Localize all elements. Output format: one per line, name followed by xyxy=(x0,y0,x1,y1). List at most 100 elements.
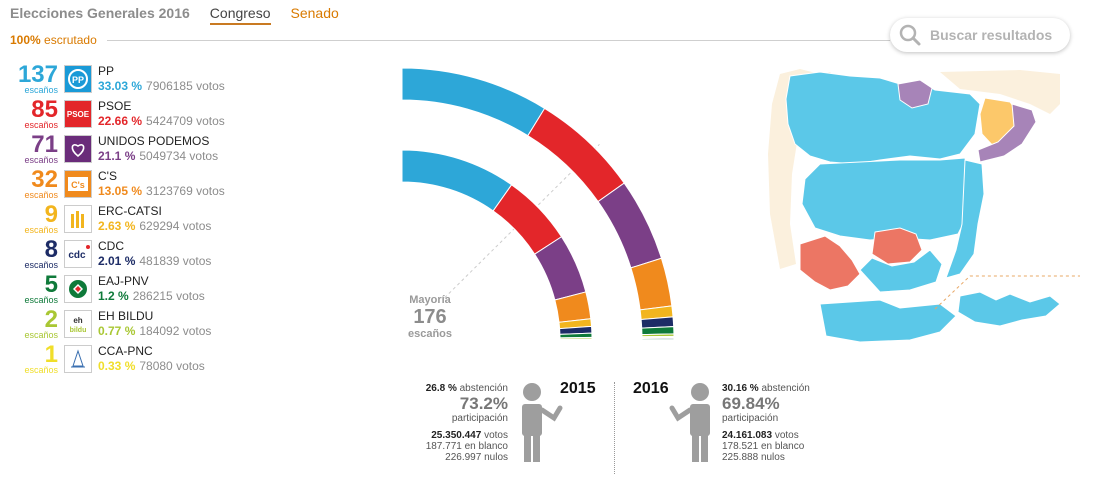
party-seats-count: 1 xyxy=(44,341,58,368)
party-row[interactable]: 5 escaños EAJ-PNV 1.2 % 286215 votos xyxy=(20,271,320,309)
svg-text:C's: C's xyxy=(71,180,85,190)
party-percentage: 2.63 % xyxy=(98,219,136,233)
party-percentage: 1.2 % xyxy=(98,289,129,303)
party-votes-label: votos xyxy=(176,359,205,373)
party-seats-count: 137 xyxy=(17,61,58,88)
participation-2015-label: participación xyxy=(451,413,508,424)
seat-arc-2015-3[interactable] xyxy=(630,257,673,311)
party-stats: 22.66 % 5424709 votos xyxy=(98,114,225,129)
seat-arc-2015-10[interactable] xyxy=(641,338,675,341)
blank-2016-label: en blanco xyxy=(760,441,805,452)
party-name: C'S xyxy=(98,169,117,183)
party-votes: 184092 xyxy=(139,324,180,338)
party-stats: 13.05 % 3123769 votos xyxy=(98,184,225,199)
party-row[interactable]: 137 escaños PP PP 33.03 % 7906185 votos xyxy=(17,61,320,99)
party-votes: 3123769 xyxy=(146,184,193,198)
tab-congreso[interactable]: Congreso xyxy=(209,5,271,25)
party-percentage: 22.66 % xyxy=(98,114,143,128)
party-seats: 85 escaños xyxy=(20,98,62,130)
svg-text:PP: PP xyxy=(72,75,84,85)
blank-2015-value: 187.771 xyxy=(425,441,462,452)
party-logo-icon: cdc xyxy=(64,240,92,268)
party-row[interactable]: 8 escaños cdc CDC 2.01 % 481839 votos xyxy=(20,236,320,274)
seat-arc-2015-0[interactable] xyxy=(401,67,546,137)
party-votes-label: votos xyxy=(196,184,225,198)
party-list: 137 escaños PP PP 33.03 % 7906185 votos 85 esca… xyxy=(17,61,320,379)
party-info: PSOE 22.66 % 5424709 votos xyxy=(98,99,225,129)
party-info: UNIDOS PODEMOS 21.1 % 5049734 votos xyxy=(98,134,218,164)
party-logo-icon: C's xyxy=(64,170,92,198)
party-logo-icon: eh bildu xyxy=(64,310,92,338)
party-seats-count: 2 xyxy=(44,306,58,333)
votes-2016-label: votos xyxy=(774,430,799,441)
party-row[interactable]: 71 escaños UNIDOS PODEMOS 21.1 % 5049734 vot… xyxy=(20,131,320,169)
participation-2016: 30.16 % abstención 69.84% participación … xyxy=(722,383,832,463)
seat-arc-2015-2[interactable] xyxy=(597,182,663,269)
null-2015-label: nulos xyxy=(484,452,508,463)
party-stats: 0.33 % 78080 votos xyxy=(98,359,205,374)
party-seats-count: 5 xyxy=(44,271,58,298)
svg-text:eh: eh xyxy=(73,316,82,325)
party-name: CDC xyxy=(98,239,124,253)
party-stats: 2.63 % 629294 votos xyxy=(98,219,211,234)
party-row[interactable]: 85 escaños PSOE PSOE 22.66 % 5424709 votos xyxy=(20,98,320,134)
region-north xyxy=(785,71,981,165)
party-votes: 78080 xyxy=(139,359,173,373)
person-2015-icon xyxy=(522,383,563,462)
party-votes: 286215 xyxy=(132,289,173,303)
party-seats-count: 32 xyxy=(31,166,58,193)
party-row[interactable]: 9 escaños ERC-CATSI 2.63 % 629294 votos xyxy=(20,203,320,239)
party-seats: 2 escaños xyxy=(20,306,62,340)
party-name: CCA-PNC xyxy=(98,344,153,358)
header-rule xyxy=(106,39,890,41)
party-row[interactable]: 32 escaños C's C'S 13.05 % 3123769 votos xyxy=(20,166,320,204)
scrutiny-label: escrutado xyxy=(44,33,97,47)
map-regions[interactable] xyxy=(785,71,1061,343)
party-votes-label: votos xyxy=(176,289,205,303)
party-name: EAJ-PNV xyxy=(98,274,149,288)
spain-results-map[interactable] xyxy=(760,64,1080,344)
search-icon xyxy=(899,24,921,46)
party-percentage: 0.77 % xyxy=(98,324,136,338)
participation-2015-value: 73.2% xyxy=(459,394,508,413)
party-seats-label: escaños xyxy=(24,295,58,305)
party-seats: 137 escaños xyxy=(17,61,62,95)
party-info: ERC-CATSI 2.63 % 629294 votos xyxy=(98,204,211,234)
region-canary xyxy=(819,299,957,343)
seat-arc-2016-0[interactable] xyxy=(401,149,513,212)
participation-2016-text: 30.16 % abstención 69.84% participación … xyxy=(722,383,832,463)
region-center xyxy=(801,157,973,241)
party-percentage: 21.1 % xyxy=(98,149,136,163)
search-box[interactable]: Buscar resultados xyxy=(890,18,1070,52)
party-name: ERC-CATSI xyxy=(98,204,162,218)
seat-arc-2015-6[interactable] xyxy=(641,326,675,336)
seat-arc-2016-8[interactable] xyxy=(559,338,593,341)
party-votes: 629294 xyxy=(139,219,180,233)
party-seats-count: 71 xyxy=(31,131,58,158)
party-seats-count: 8 xyxy=(44,236,58,263)
year-2015: 2015 xyxy=(560,380,596,397)
blank-2016-value: 178.521 xyxy=(722,441,759,452)
search-placeholder: Buscar resultados xyxy=(930,27,1053,43)
party-logo-icon: PP xyxy=(64,65,92,93)
canary-inset-border xyxy=(934,275,1080,310)
scrutiny-row: 100% escrutado xyxy=(10,32,890,48)
party-info: CDC 2.01 % 481839 votos xyxy=(98,239,211,269)
majority-unit: escaños xyxy=(407,328,453,340)
party-seats-label: escaños xyxy=(24,155,58,165)
page-title: Elecciones Generales 2016 xyxy=(10,5,190,21)
abstention-2015-label: abstención xyxy=(459,383,508,394)
region-andalusia-west xyxy=(799,235,861,291)
tab-senado[interactable]: Senado xyxy=(290,5,339,21)
seat-arc-2015-1[interactable] xyxy=(527,107,625,203)
party-row[interactable]: 2 escaños eh bildu EH BILDU 0.77 % 184092 voto… xyxy=(20,306,320,344)
null-2015-value: 226.997 xyxy=(445,452,482,463)
party-seats-label: escaños xyxy=(24,225,58,235)
party-votes-label: votos xyxy=(182,219,212,233)
party-info: EH BILDU 0.77 % 184092 votos xyxy=(98,309,211,339)
party-name: PSOE xyxy=(98,99,132,113)
party-row[interactable]: 1 escaños CCA-PNC 0.33 % 78080 votos xyxy=(20,341,320,379)
scrutiny-pct: 100% xyxy=(10,33,41,47)
party-seats-label: escaños xyxy=(24,365,58,375)
party-votes: 5424709 xyxy=(146,114,193,128)
